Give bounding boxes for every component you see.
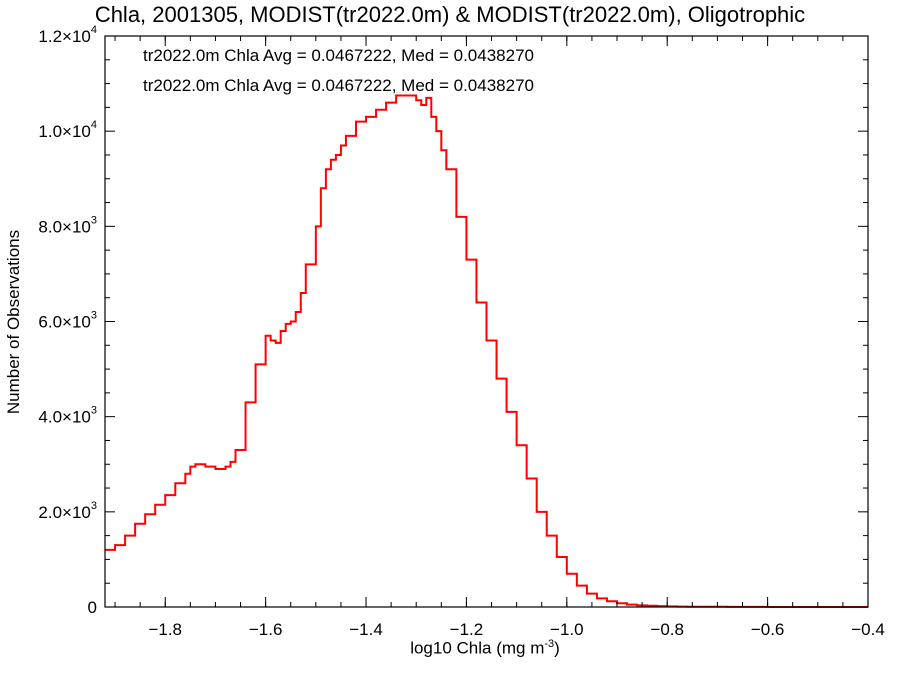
y-tick-label-exponent: 3: [91, 310, 97, 322]
x-tick-label: −1.6: [249, 620, 283, 639]
plot-frame: [104, 35, 869, 608]
y-tick-label-exponent: 3: [91, 214, 97, 226]
y-tick-label: 8.0×103: [38, 214, 97, 236]
x-axis-label-text: log10 Chla (mg m: [410, 638, 545, 658]
x-axis-label-suffix: ): [554, 638, 560, 658]
y-tick-label-base: 0: [88, 598, 97, 617]
x-tick-label: −1.4: [349, 620, 383, 639]
y-tick-label-base: 4.0×10: [38, 408, 90, 427]
y-tick-label-exponent: 3: [91, 500, 97, 512]
annotation-red: tr2022.0m Chla Avg = 0.0467222, Med = 0.…: [143, 76, 534, 95]
y-tick-label: 1.2×104: [38, 24, 97, 46]
x-tick-label: −0.4: [851, 620, 885, 639]
y-tick-label-base: 6.0×10: [38, 313, 90, 332]
y-tick-label-base: 8.0×10: [38, 217, 90, 236]
x-tick-label: −1.8: [148, 620, 182, 639]
y-tick-label: 1.0×104: [38, 119, 97, 141]
y-tick-label-exponent: 3: [91, 405, 97, 417]
y-tick-label-exponent: 4: [91, 119, 97, 131]
x-axis-label: log10 Chla (mg m-3): [0, 638, 900, 659]
x-tick-label: −0.6: [751, 620, 785, 639]
x-tick-label: −1.2: [450, 620, 484, 639]
y-tick-label: 2.0×103: [38, 500, 97, 522]
y-tick-label-base: 1.2×10: [38, 27, 90, 46]
x-tick-label: −1.0: [550, 620, 584, 639]
y-axis-label: Number of Observations: [4, 229, 23, 415]
x-axis-label-exponent: -3: [544, 638, 555, 650]
y-tick-label: 4.0×103: [38, 405, 97, 427]
y-tick-label: 0: [88, 598, 97, 617]
annotation-black: tr2022.0m Chla Avg = 0.0467222, Med = 0.…: [143, 46, 534, 65]
y-tick-label-base: 1.0×10: [38, 122, 90, 141]
y-tick-label: 6.0×103: [38, 310, 97, 332]
chart-title: Chla, 2001305, MODIST(tr2022.0m) & MODIS…: [94, 2, 806, 27]
chla-histogram-line: [105, 94, 868, 608]
y-tick-label-base: 2.0×10: [38, 503, 90, 522]
x-tick-label: −0.8: [650, 620, 684, 639]
y-tick-label-exponent: 4: [91, 24, 97, 36]
